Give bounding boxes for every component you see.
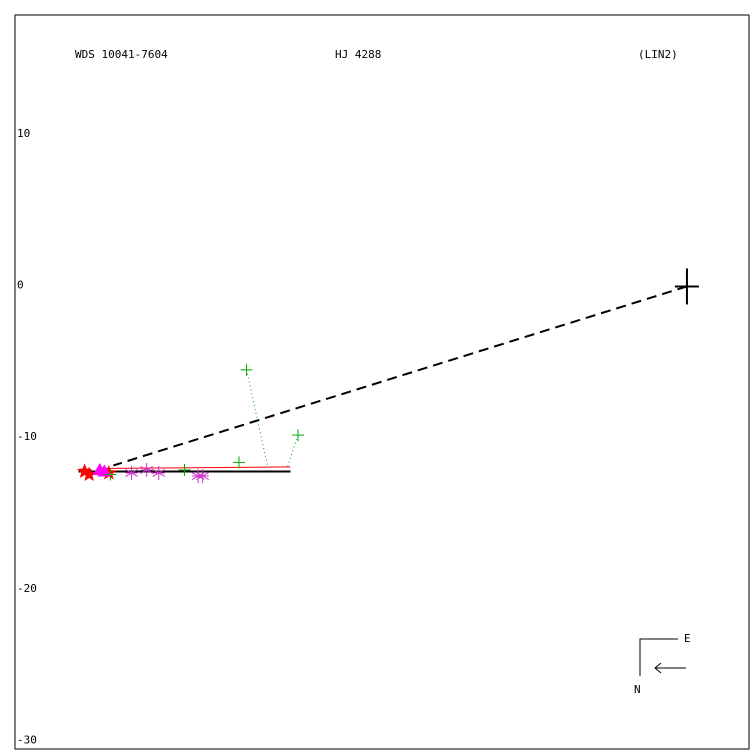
data-point [140,462,153,477]
data-point [232,456,245,469]
y-tick-label: -10 [17,430,37,443]
marker-part [101,464,117,480]
data-point [104,468,117,481]
compass: E N [634,632,691,696]
orbit-line [246,369,269,468]
data-point [674,268,699,305]
data-point [240,363,253,376]
data-point [97,464,112,477]
chart-title: WDS 10041-7604 [75,48,168,61]
marker-part [81,466,97,481]
data-point [196,469,209,484]
data-point [101,464,117,480]
y-tick-label: -20 [17,582,37,595]
marker-part [77,463,93,478]
y-tick-label: 0 [17,278,24,291]
data-point [77,463,93,478]
data-point [178,463,191,476]
marker-part [97,464,112,477]
plot-frame [14,14,750,750]
reference: (LIN2) [638,48,678,61]
data-point [81,466,97,481]
y-tick-label: 10 [17,127,30,140]
y-tick-label: -30 [17,733,37,746]
orbit-line [286,434,299,468]
data-point [152,465,166,480]
orbit-line [98,466,291,469]
compass-north: N [634,683,641,696]
orbit-line [113,285,688,467]
compass-arrowhead [654,662,662,674]
compass-east: E [684,632,691,645]
data-point [292,429,305,442]
chart-subtitle: HJ 4288 [335,48,381,61]
compass-axes [639,638,678,676]
data-point [125,465,138,480]
